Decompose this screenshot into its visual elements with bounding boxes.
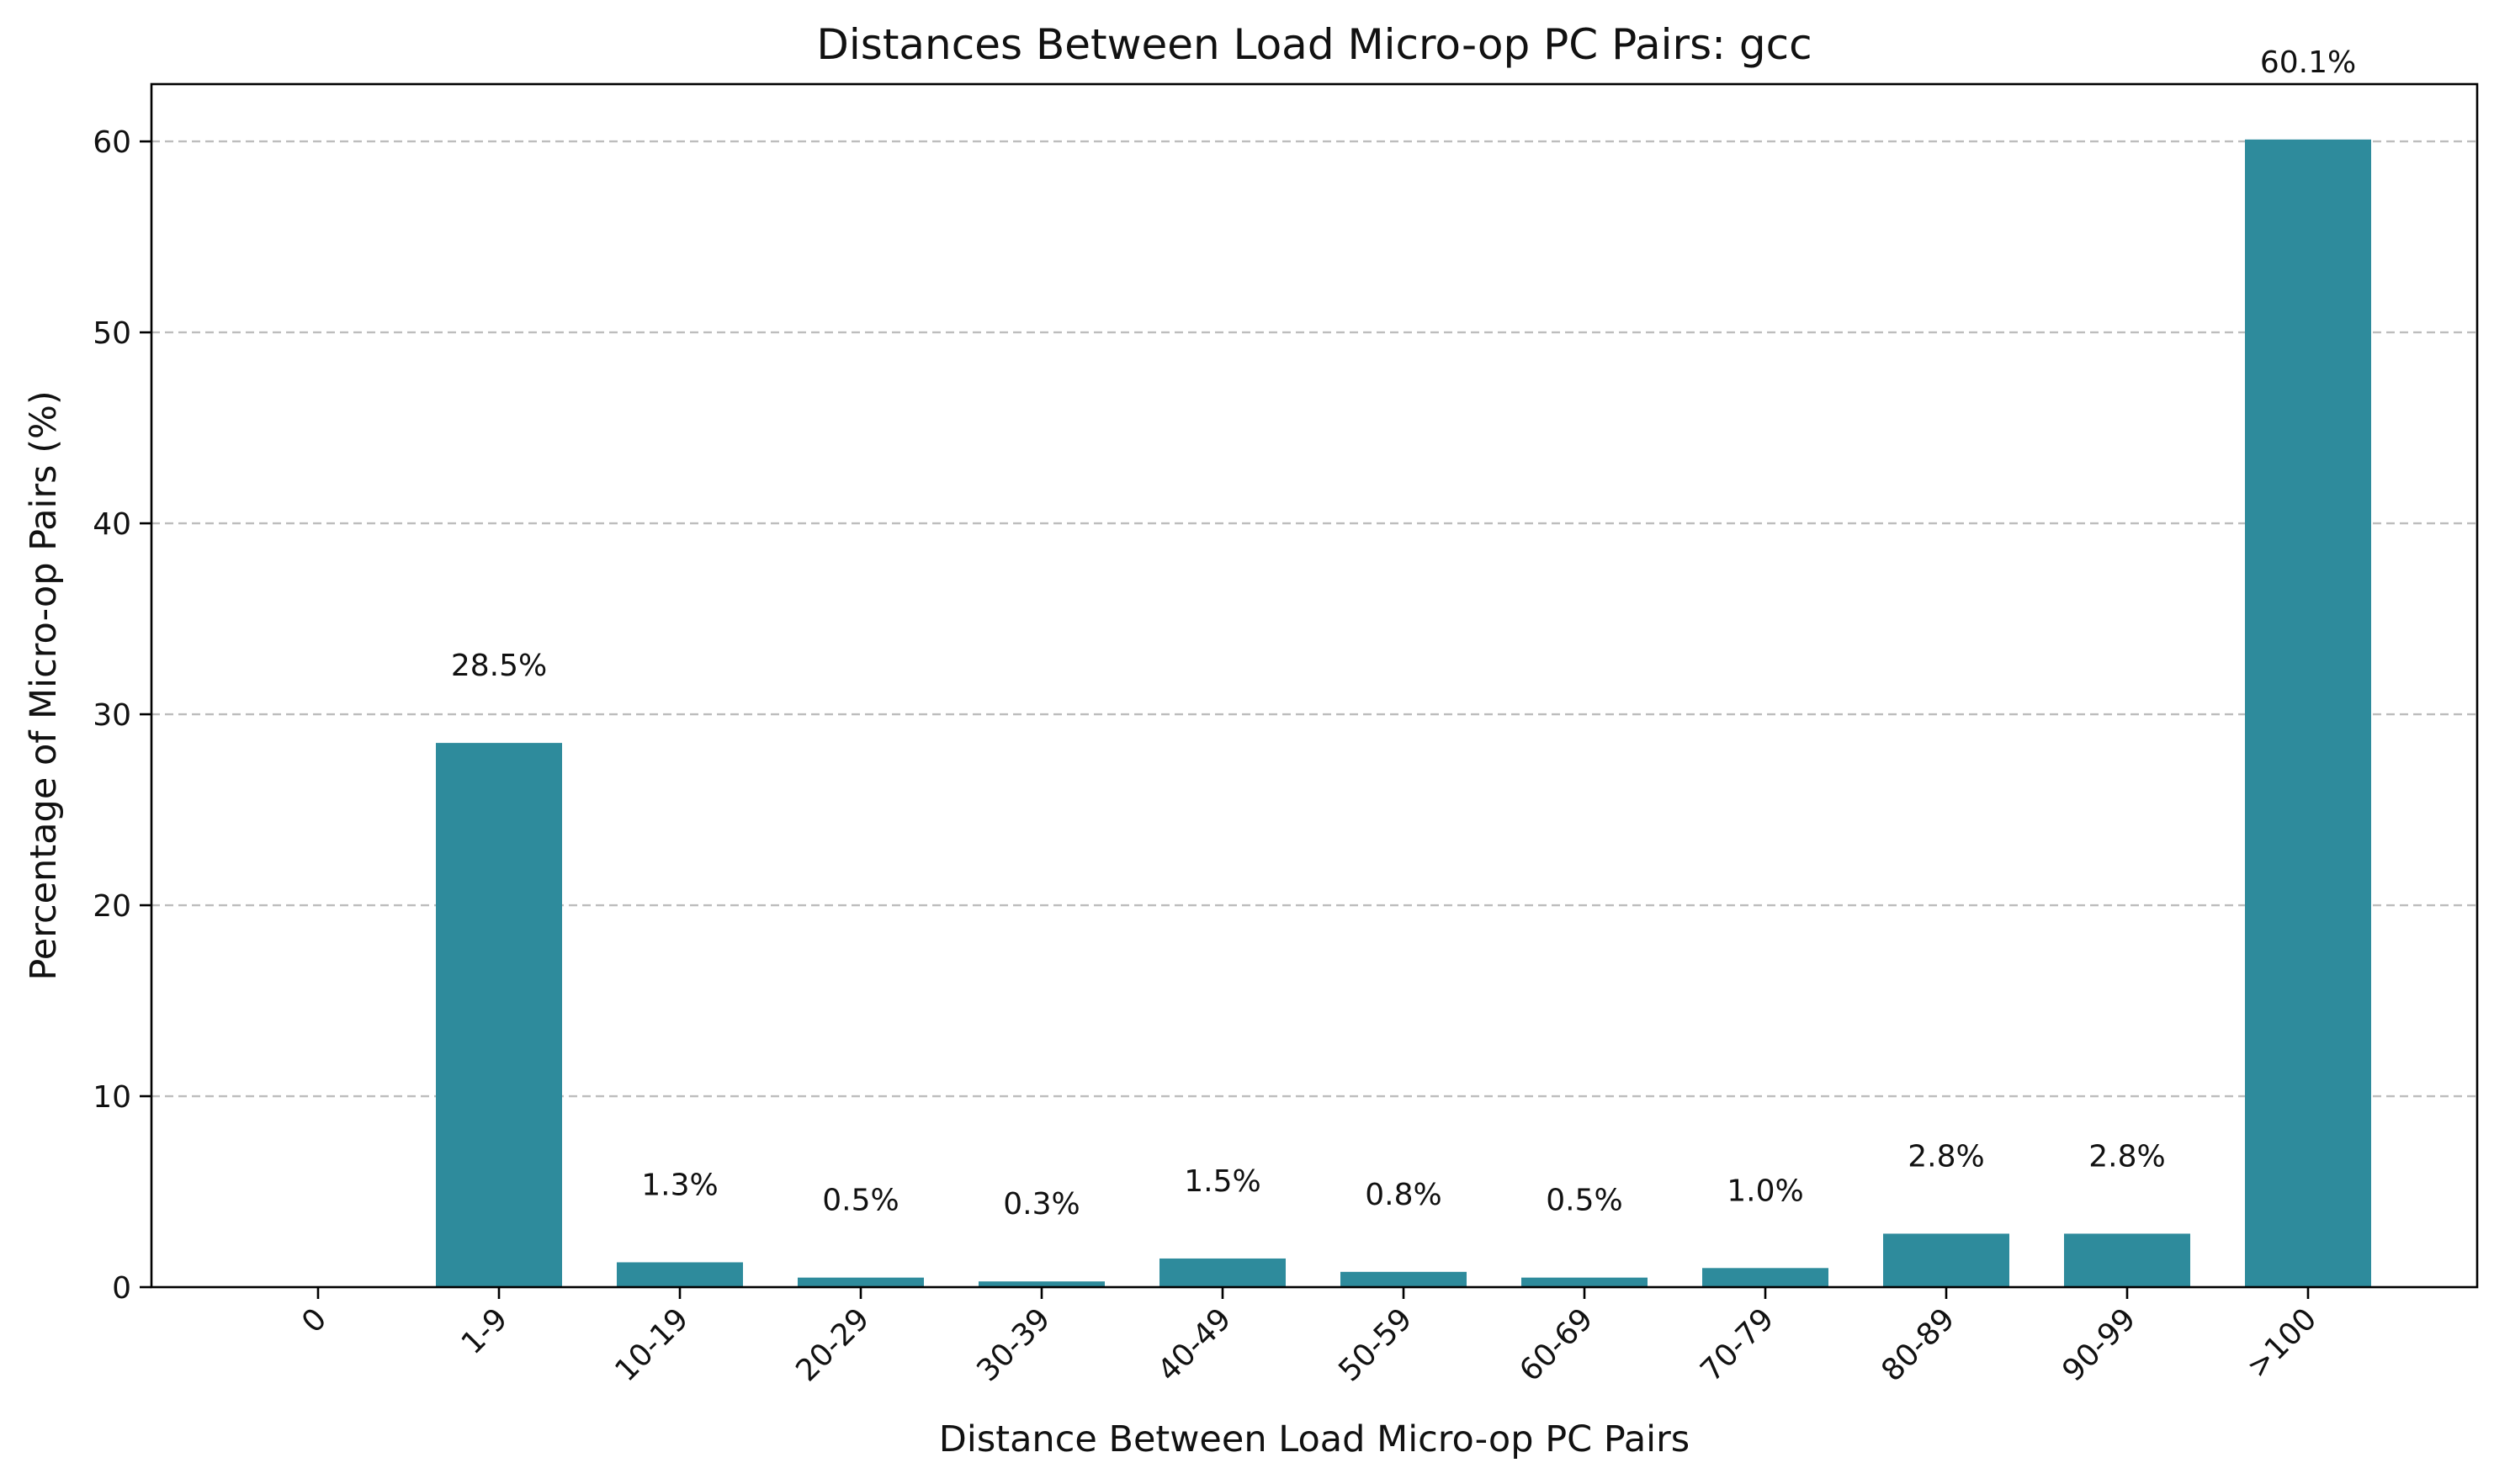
x-tick-label: 80-89 [1875,1301,1961,1388]
bar-value-label: 2.8% [2088,1139,2165,1174]
bar-value-label: 0.5% [822,1184,899,1218]
bar-value-label: 0.5% [1546,1184,1622,1218]
bar-value-label: 60.1% [2260,45,2356,80]
y-tick-label: 20 [93,889,131,924]
bar [1159,1258,1286,1287]
bar-value-label: 0.8% [1365,1178,1441,1212]
bar [979,1281,1105,1287]
x-tick-label: 10-19 [608,1301,695,1388]
x-tick-label: 70-79 [1694,1301,1780,1388]
bar-value-label: 28.5% [451,649,547,683]
y-tick-label: 10 [93,1080,131,1115]
chart-title: Distances Between Load Micro-op PC Pairs… [816,20,1812,69]
y-tick-label: 0 [112,1271,131,1306]
x-tick-label: 20-29 [789,1301,876,1388]
y-tick-label: 60 [93,125,131,160]
bar-value-label: 1.0% [1727,1174,1803,1208]
x-tick-label: 60-69 [1513,1301,1600,1388]
x-tick-label: 1-9 [455,1301,515,1361]
bar [1702,1268,1828,1287]
y-tick-label: 50 [93,316,131,351]
bar [436,743,562,1287]
x-tick-label: 30-39 [970,1301,1057,1388]
x-tick-label: 40-49 [1151,1301,1238,1388]
bar [617,1262,743,1287]
y-tick-label: 40 [93,507,131,542]
plot-frame [150,82,2479,1289]
x-tick-label: >100 [2240,1301,2323,1385]
y-axis-label: Percentage of Micro-op Pairs (%) [23,390,65,980]
bar [1883,1233,2009,1287]
x-tick-label: 90-99 [2056,1301,2142,1388]
bar-value-label: 1.3% [641,1168,718,1202]
grid-lines [151,140,2477,1098]
bar-value-label: 0.3% [1003,1187,1080,1222]
x-axis-label: Distance Between Load Micro-op PC Pairs [939,1418,1690,1460]
bar-value-label: 2.8% [1908,1139,1984,1174]
bar [1340,1271,1467,1287]
bar [798,1277,924,1287]
bar-value-label: 1.5% [1184,1164,1260,1199]
bar [1521,1277,1648,1287]
bar-value-labels: 28.5% 1.3% 0.5% 0.3% 1.5% 0.8% 0.5% 1.0% 2.8% 2.8… [451,45,2356,1222]
x-tick-label: 0 [295,1301,333,1339]
y-tick-label: 30 [93,698,131,733]
bar [2245,139,2371,1287]
axis-ticks: 0 10 20 30 40 50 60 0 1-9 10-19 20-29 30-39 40-49 50-… [93,125,2323,1388]
bars [436,139,2371,1287]
bar [2064,1233,2190,1287]
x-tick-label: 50-59 [1332,1301,1419,1388]
